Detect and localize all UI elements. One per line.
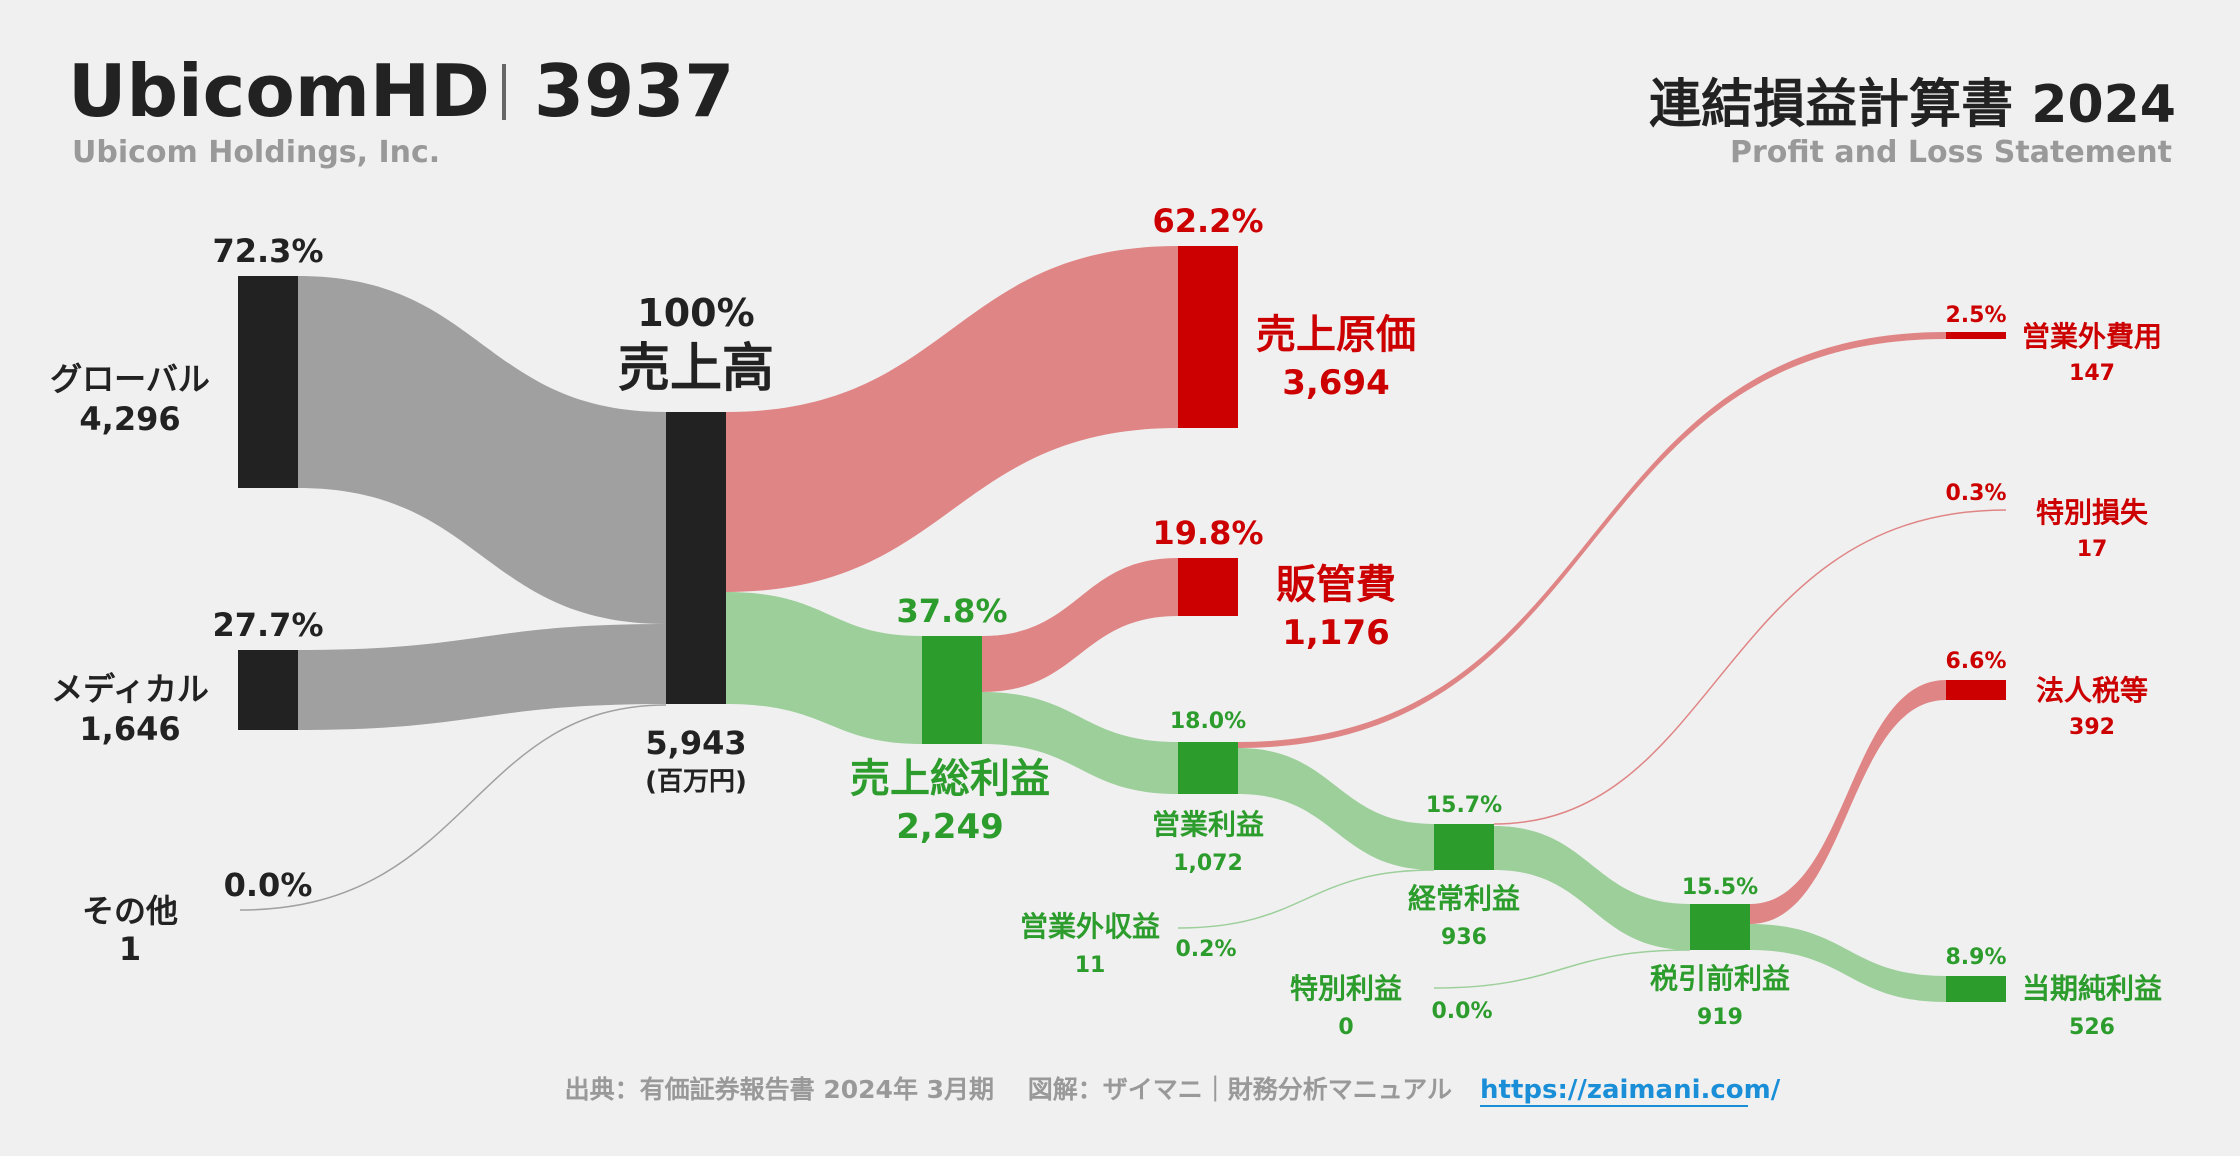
- non-op-income-label: 営業外収益: [1020, 910, 1160, 943]
- income-tax-label: 法人税等: [2036, 674, 2148, 707]
- revenue-value: 5,943: [645, 724, 746, 762]
- flow-revenue-to-gross-profit: [726, 592, 922, 744]
- extraordinary-income-label: 特別利益: [1290, 972, 1402, 1005]
- cost-of-sales-label: 売上原価: [1256, 312, 1416, 358]
- footer: 出典：有価証券報告書 2024年 3月期 図解：ザイマニ｜財務分析マニュアル h…: [565, 1075, 1781, 1107]
- node-net-income: [1946, 976, 2006, 1002]
- flows: [239, 246, 2007, 1002]
- segment-labels: 72.3% グローバル 4,296 27.7% メディカル 1,646 0.0%…: [50, 232, 323, 968]
- flow-ordinary-profit-to-pretax: [1494, 826, 1690, 950]
- ordinary-profit-label: 経常利益: [1408, 882, 1520, 915]
- node-gross-profit: [922, 636, 982, 744]
- source-credit: 出典：有価証券報告書 2024年 3月期 図解：ザイマニ｜財務分析マニュアル: [565, 1075, 1452, 1104]
- flow-medical-to-revenue: [298, 624, 666, 730]
- title-divider: [502, 64, 506, 120]
- flow-gross-profit-to-sga: [982, 558, 1178, 692]
- other-value: 1: [119, 930, 141, 968]
- statement-title-en: Profit and Loss Statement: [1730, 135, 2172, 170]
- extraordinary-loss-value: 17: [2077, 537, 2108, 562]
- gross-profit-value: 2,249: [896, 807, 1004, 847]
- extraordinary-loss-label: 特別損失: [2036, 496, 2149, 529]
- operating-profit-label: 営業利益: [1152, 808, 1264, 841]
- operating-profit-pct: 18.0%: [1170, 709, 1246, 734]
- node-medical: [238, 650, 298, 730]
- revenue-pct: 100%: [637, 291, 754, 335]
- ordinary-profit-value: 936: [1441, 925, 1487, 950]
- nodes: [238, 246, 2006, 1002]
- stock-code: 3937: [534, 49, 734, 133]
- other-label: その他: [82, 892, 178, 930]
- extraordinary-income-value: 0: [1338, 1015, 1353, 1040]
- flow-other-to-revenue: [239, 704, 667, 911]
- node-pretax: [1690, 904, 1750, 950]
- pretax-label: 税引前利益: [1650, 962, 1790, 995]
- pretax-value: 919: [1697, 1005, 1743, 1030]
- revenue-unit: (百万円): [645, 767, 747, 797]
- node-ordinary-profit: [1434, 824, 1494, 870]
- extraordinary-loss-pct: 0.3%: [1945, 481, 2006, 506]
- net-income-value: 526: [2069, 1015, 2115, 1040]
- non-op-expense-value: 147: [2069, 361, 2115, 386]
- node-non-op-expense: [1946, 332, 2006, 339]
- gross-profit-pct: 37.8%: [896, 592, 1007, 630]
- pretax-pct: 15.5%: [1682, 875, 1758, 900]
- node-revenue: [666, 412, 726, 704]
- flow-extraordinary-income-to-pretax: [1433, 949, 1691, 989]
- income-tax-value: 392: [2069, 715, 2115, 740]
- non-op-income-value: 11: [1075, 953, 1106, 978]
- revenue-labels: 100% 売上高 5,943 (百万円): [618, 291, 774, 797]
- operating-profit-value: 1,072: [1173, 851, 1243, 876]
- flow-non-op-income-to-ordinary-profit: [1177, 869, 1435, 929]
- global-label: グローバル: [50, 360, 210, 398]
- medical-label: メディカル: [51, 670, 209, 708]
- company-name-en: Ubicom Holdings, Inc.: [72, 135, 440, 170]
- non-op-income-pct: 0.2%: [1175, 937, 1236, 962]
- medical-pct: 27.7%: [212, 606, 323, 644]
- flow-pretax-to-net-income: [1750, 924, 1946, 1002]
- sga-pct: 19.8%: [1152, 514, 1263, 552]
- global-value: 4,296: [79, 400, 180, 438]
- income-tax-pct: 6.6%: [1945, 649, 2006, 674]
- non-op-expense-label: 営業外費用: [2022, 320, 2162, 353]
- cost-of-sales-pct: 62.2%: [1152, 202, 1263, 240]
- node-global: [238, 276, 298, 488]
- extraordinary-income-pct: 0.0%: [1431, 999, 1492, 1024]
- node-cost-of-sales: [1178, 246, 1238, 428]
- ordinary-profit-pct: 15.7%: [1426, 793, 1502, 818]
- flow-operating-profit-to-non-op-expense: [1238, 332, 1946, 748]
- profit-labels: 37.8% 売上総利益 2,249 18.0% 営業利益 1,072 営業外収益…: [850, 592, 2162, 1040]
- cost-of-sales-value: 3,694: [1282, 363, 1390, 403]
- cost-labels: 62.2% 売上原価 3,694 19.8% 販管費 1,176 2.5% 営業…: [1152, 202, 2162, 740]
- revenue-label: 売上高: [618, 339, 774, 399]
- flow-global-to-revenue: [298, 276, 666, 624]
- node-sga: [1178, 558, 1238, 616]
- company-name: UbicomHD: [68, 49, 490, 133]
- sga-value: 1,176: [1282, 613, 1390, 653]
- statement-title: 連結損益計算書 2024: [1649, 75, 2176, 135]
- sga-label: 販管費: [1276, 562, 1396, 608]
- gross-profit-label: 売上総利益: [850, 756, 1050, 802]
- flow-gross-profit-to-operating-profit: [982, 692, 1178, 794]
- flow-pretax-to-income-tax: [1750, 680, 1946, 924]
- net-income-pct: 8.9%: [1945, 945, 2006, 970]
- node-operating-profit: [1178, 742, 1238, 794]
- flow-ordinary-profit-to-extraordinary-loss: [1493, 509, 2007, 825]
- header: UbicomHD 3937 Ubicom Holdings, Inc. 連結損益…: [68, 49, 2176, 170]
- flow-revenue-to-cost-of-sales: [726, 246, 1178, 592]
- non-op-expense-pct: 2.5%: [1945, 303, 2006, 328]
- site-link[interactable]: https://zaimani.com/: [1480, 1075, 1781, 1105]
- net-income-label: 当期純利益: [2022, 972, 2162, 1005]
- medical-value: 1,646: [79, 710, 180, 748]
- global-pct: 72.3%: [212, 232, 323, 270]
- node-income-tax: [1946, 680, 2006, 700]
- flow-operating-profit-to-ordinary-profit: [1238, 748, 1434, 870]
- other-pct: 0.0%: [224, 866, 313, 904]
